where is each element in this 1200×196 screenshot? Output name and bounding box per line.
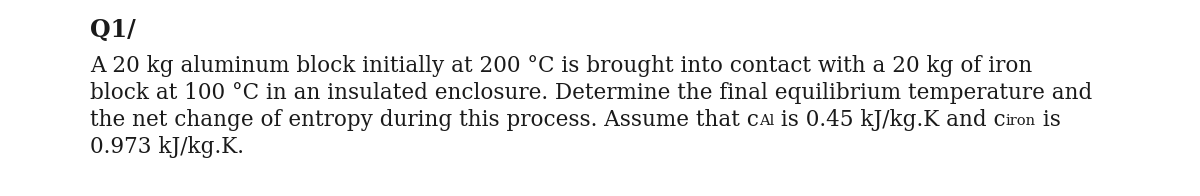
Text: iron: iron [1006, 114, 1036, 128]
Text: is: is [1036, 109, 1061, 131]
Text: 0.973 kJ/kg.K.: 0.973 kJ/kg.K. [90, 136, 244, 158]
Text: Al: Al [758, 114, 774, 128]
Text: the net change of entropy during this process. Assume that c: the net change of entropy during this pr… [90, 109, 758, 131]
Text: Q1/: Q1/ [90, 18, 136, 42]
Text: is 0.45 kJ/kg.K and c: is 0.45 kJ/kg.K and c [774, 109, 1006, 131]
Text: A 20 kg aluminum block initially at 200 °C is brought into contact with a 20 kg : A 20 kg aluminum block initially at 200 … [90, 55, 1032, 77]
Text: block at 100 °C in an insulated enclosure. Determine the final equilibrium tempe: block at 100 °C in an insulated enclosur… [90, 82, 1092, 104]
